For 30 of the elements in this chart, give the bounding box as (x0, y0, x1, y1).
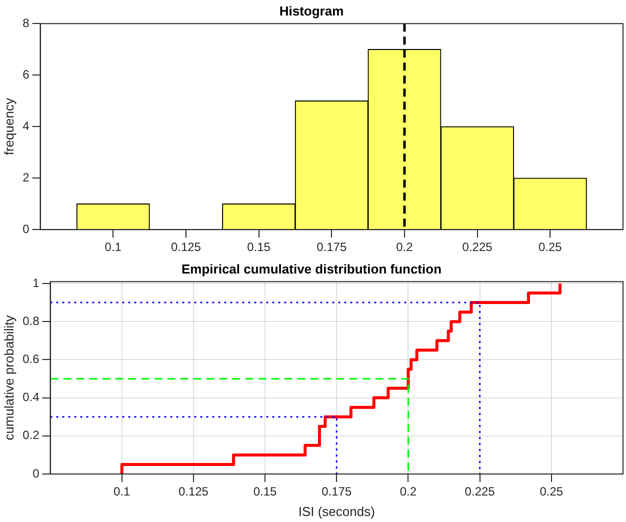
x-tick-label: 0.125 (170, 240, 202, 254)
y-tick-label: 0.2 (22, 428, 40, 442)
y-axis-title: frequency (1, 98, 16, 156)
x-tick-label: 0.225 (464, 484, 496, 499)
x-tick-label: 0.175 (322, 484, 352, 499)
y-tick-label: 0.4 (22, 390, 40, 404)
chart-title: Empirical cumulative distribution function (181, 261, 442, 276)
x-tick-label: 0.2 (396, 240, 414, 254)
x-tick-label: 0.125 (178, 484, 209, 499)
y-tick-label: 0.8 (22, 314, 40, 328)
x-tick-label: 0.15 (247, 240, 271, 254)
y-tick-label: 4 (22, 118, 30, 133)
x-axis-title: ISI (seconds) (298, 504, 375, 519)
y-tick-label: 2 (22, 170, 30, 184)
chart-title: Histogram (279, 3, 344, 18)
y-tick-label: 6 (22, 67, 30, 82)
x-tick-label: 0.1 (104, 240, 122, 254)
x-tick-label: 0.25 (540, 484, 564, 499)
x-tick-label: 0.175 (316, 240, 347, 254)
y-axis-title: cumulative probability (1, 314, 16, 440)
x-tick-label: 0.1 (114, 484, 131, 499)
y-tick-label: 0.6 (22, 352, 40, 366)
x-tick-label: 0.15 (253, 484, 278, 499)
x-tick-label: 0.225 (462, 240, 493, 254)
y-tick-label: 0 (32, 466, 40, 480)
x-tick-label: 0.25 (538, 240, 562, 254)
y-tick-label: 8 (22, 16, 30, 30)
y-tick-label: 1 (32, 276, 40, 290)
y-tick-label: 0 (22, 222, 30, 236)
x-tick-label: 0.2 (400, 484, 417, 499)
